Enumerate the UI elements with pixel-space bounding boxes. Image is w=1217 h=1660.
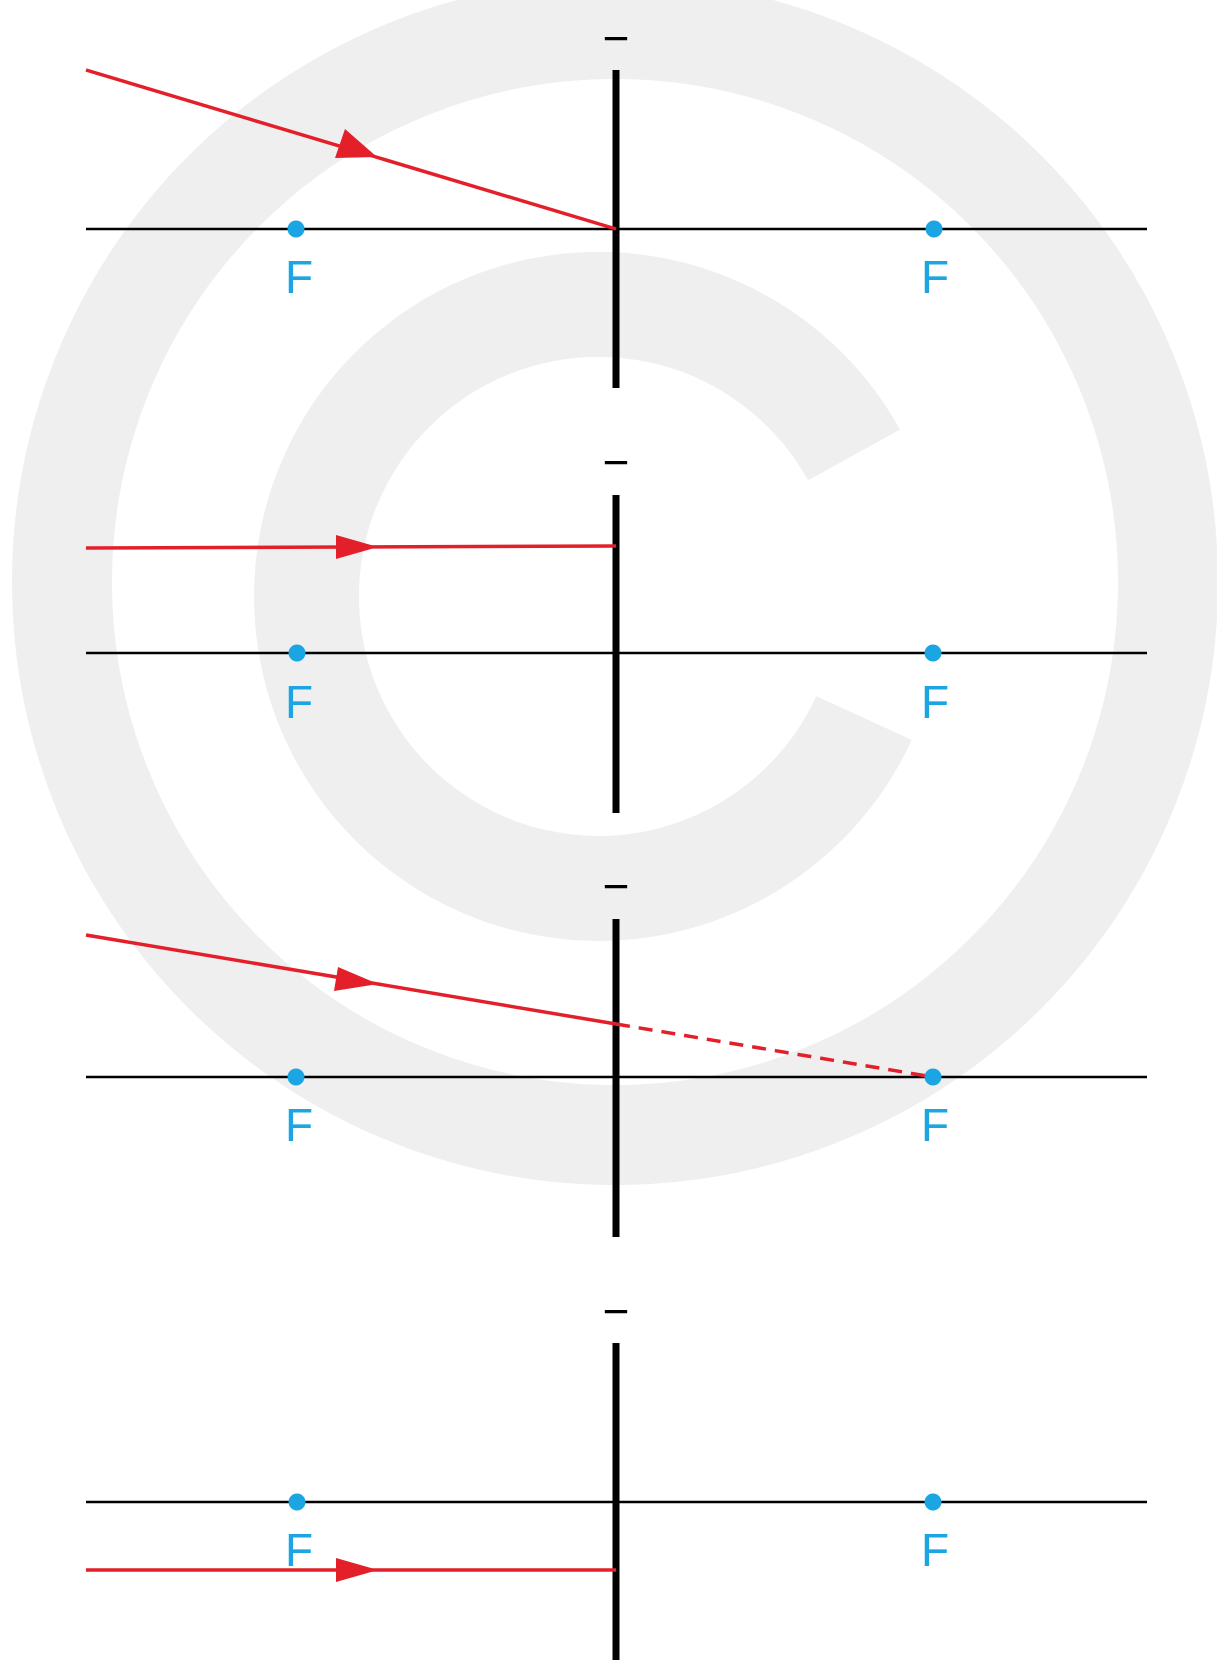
focus-point-right	[924, 644, 942, 662]
panel-4: − F F	[86, 1285, 1147, 1660]
focus-point-right	[924, 1493, 942, 1511]
lens-minus-sign: −	[603, 860, 630, 912]
focus-point-left	[287, 1068, 305, 1086]
panel-2: − F F	[85, 436, 1147, 813]
focus-point-left	[288, 1493, 306, 1511]
lens-minus-sign: −	[603, 12, 630, 64]
ray-arrowhead	[334, 967, 378, 991]
focus-label-right: F	[921, 1524, 949, 1576]
lens-minus-sign: −	[603, 1285, 630, 1337]
focus-point-left	[288, 644, 306, 662]
focus-label-left: F	[285, 1099, 313, 1151]
focus-label-left: F	[285, 676, 313, 728]
focus-label-right: F	[921, 251, 949, 303]
panel-3: − F F	[85, 860, 1147, 1237]
lens-minus-sign: −	[603, 436, 630, 488]
focus-label-left: F	[285, 1524, 313, 1576]
focus-label-left: F	[285, 251, 313, 303]
focus-label-right: F	[921, 1099, 949, 1151]
ray-arrowhead	[335, 129, 377, 158]
focus-point-right	[925, 220, 943, 238]
dashed-ray-extension	[615, 1022, 934, 1079]
panel-1: − F F	[85, 12, 1147, 388]
focus-label-right: F	[921, 676, 949, 728]
focus-point-right	[924, 1068, 942, 1086]
ray-arrowhead	[336, 1558, 378, 1582]
ray-arrowhead	[336, 535, 378, 559]
focus-point-left	[287, 220, 305, 238]
